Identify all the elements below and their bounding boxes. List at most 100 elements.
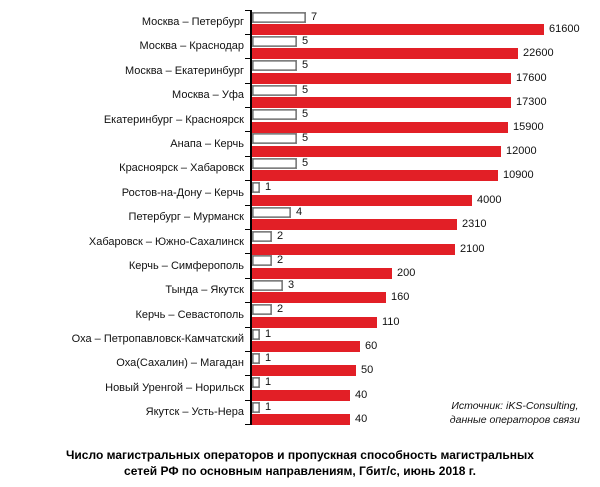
capacity-barline: 17300 (252, 96, 600, 109)
operators-barline: 5 (252, 109, 600, 121)
operators-bar (252, 352, 260, 364)
operators-value: 5 (302, 83, 309, 96)
operators-barline: 1 (252, 181, 600, 194)
row-plot: 3 160 (245, 277, 600, 304)
capacity-bar (252, 24, 544, 35)
capacity-barline: 40 (252, 413, 600, 426)
capacity-barline: 61600 (252, 24, 600, 35)
row-plot: 1 4000 (245, 180, 600, 206)
capacity-value: 2310 (462, 218, 487, 231)
axis-tick (245, 326, 250, 328)
operators-value: 1 (265, 376, 272, 389)
operators-value: 1 (265, 351, 272, 364)
chart-title: Число магистральных операторов и пропуск… (0, 447, 600, 479)
chart-row: Петербург – Мурманск 4 2310 (0, 204, 600, 231)
capacity-bar (252, 219, 457, 231)
operators-barline: 1 (252, 327, 600, 340)
capacity-barline: 200 (252, 266, 600, 279)
category-label: Москва – Екатеринбург (125, 64, 244, 77)
chart-title-line-1: Число магистральных операторов и пропуск… (66, 448, 534, 462)
capacity-barline: 2310 (252, 218, 600, 231)
row-plot: 1 50 (245, 350, 600, 377)
category-label: Екатеринбург – Красноярск (103, 113, 244, 126)
capacity-barline: 160 (252, 292, 600, 304)
axis-tick (245, 399, 250, 401)
chart-row: Новый Уренгой – Норильск 1 40 (0, 375, 600, 401)
capacity-bar (252, 365, 356, 377)
row-plot: 5 12000 (245, 131, 600, 157)
capacity-value: 4000 (477, 193, 502, 206)
capacity-value: 12000 (506, 144, 537, 157)
category-label: Петербург – Мурманск (128, 211, 244, 224)
operators-barline: 2 (252, 304, 600, 316)
row-plot: 1 40 (245, 399, 600, 426)
operators-bar (252, 11, 306, 23)
capacity-barline: 17600 (252, 71, 600, 84)
row-plot: 7 61600 (245, 9, 600, 35)
operators-value: 4 (296, 205, 303, 218)
capacity-value: 200 (397, 266, 416, 279)
category-label: Красноярск – Хабаровск (119, 162, 244, 175)
capacity-bar (252, 292, 386, 304)
chart-row: Керчь – Севастополь 2 110 (0, 302, 600, 328)
capacity-barline: 4000 (252, 193, 600, 206)
capacity-bar (252, 389, 350, 401)
chart-row: Хабаровск – Южно-Сахалинск 2 2100 (0, 229, 600, 255)
capacity-value: 22600 (523, 47, 554, 60)
category-label: Москва – Петербург (141, 16, 244, 28)
category-label: Керчь – Симферополь (128, 259, 244, 272)
operators-barline: 1 (252, 401, 600, 413)
source-line-2: данные операторов связи (449, 414, 580, 427)
capacity-barline: 10900 (252, 170, 600, 182)
chart-row: Москва – Екатеринбург 5 17600 (0, 58, 600, 84)
axis-tick (245, 82, 250, 84)
capacity-bar (252, 267, 392, 279)
category-label: Тында – Якутск (165, 284, 244, 297)
capacity-value: 40 (355, 413, 368, 426)
operators-barline: 7 (252, 11, 600, 23)
capacity-value: 15900 (513, 120, 544, 133)
operators-barline: 2 (252, 255, 600, 267)
row-plot: 5 10900 (245, 155, 600, 182)
axis-tick (245, 58, 250, 60)
row-plot: 1 60 (245, 326, 600, 353)
capacity-barline: 40 (252, 388, 600, 401)
chart-row: Анапа – Керчь 5 12000 (0, 131, 600, 157)
operators-value: 1 (265, 181, 272, 194)
operators-bar (252, 60, 297, 72)
source-note: Источник: iKS-Consulting, данные операто… (450, 399, 580, 427)
capacity-value: 17600 (516, 71, 547, 84)
operators-value: 1 (265, 327, 272, 340)
chart-row: Керчь – Симферополь 2 200 (0, 253, 600, 279)
chart-row: Москва – Уфа 5 17300 (0, 82, 600, 109)
row-plot: 4 2310 (245, 204, 600, 231)
category-label: Новый Уренгой – Норильск (105, 381, 244, 394)
operators-bar (252, 133, 297, 145)
category-label: Якутск – Усть-Нера (145, 406, 244, 419)
row-plot: 2 2100 (245, 229, 600, 255)
operators-bar (252, 377, 260, 389)
capacity-value: 17300 (516, 96, 547, 109)
row-plot: 2 200 (245, 253, 600, 279)
operators-barline: 1 (252, 376, 600, 389)
chart-title-line-2: сетей РФ по основным направлениям, Гбит/… (124, 464, 476, 479)
capacity-bar (252, 316, 377, 328)
chart-row: Москва – Краснодар 5 22600 (0, 33, 600, 60)
category-label: Керчь – Севастополь (135, 308, 244, 321)
capacity-value: 40 (355, 388, 368, 401)
capacity-bar (252, 48, 518, 60)
capacity-bar (252, 121, 508, 133)
axis-tick (245, 9, 250, 11)
capacity-bar (252, 243, 455, 255)
axis-tick (245, 277, 250, 279)
row-plot: 5 15900 (245, 107, 600, 133)
operators-bar (252, 231, 272, 243)
axis-tick (245, 107, 250, 109)
chart-row: Оха – Петропавловск-Камчатский 1 60 (0, 326, 600, 353)
operators-barline: 5 (252, 157, 600, 169)
category-label: Хабаровск – Южно-Сахалинск (88, 235, 244, 248)
capacity-barline: 12000 (252, 144, 600, 157)
capacity-barline: 50 (252, 365, 600, 377)
axis-tick (245, 204, 250, 206)
